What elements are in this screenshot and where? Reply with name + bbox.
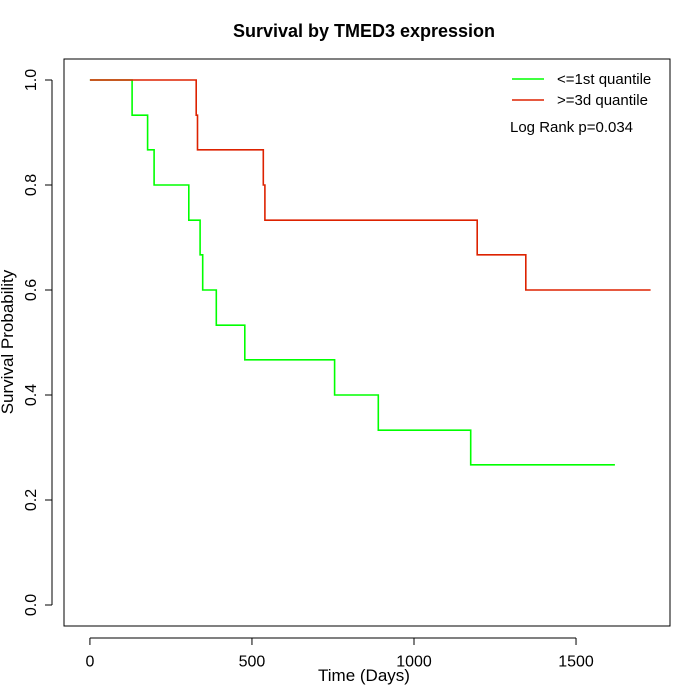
legend-label-low-quantile: <=1st quantile (557, 71, 651, 88)
x-tick-label: 1500 (558, 653, 594, 670)
y-axis-label: Survival Probability (0, 269, 17, 414)
y-tick-label: 0.2 (23, 489, 40, 511)
km-curve-series-1 (89, 79, 651, 291)
y-axis: 0.0 0.2 0.4 0.6 0.8 1.0 (23, 69, 53, 616)
legend-label-high-quantile: >=3d quantile (557, 92, 648, 109)
x-axis-label: Time (Days) (318, 666, 410, 685)
km-curve-series-0 (89, 79, 615, 466)
y-tick-label: 0.4 (23, 384, 40, 406)
x-tick-label: 500 (239, 653, 266, 670)
y-tick-label: 0.8 (23, 174, 40, 196)
y-tick-label: 0.6 (23, 279, 40, 301)
y-tick-label: 1.0 (23, 69, 40, 91)
x-tick-label: 1000 (396, 653, 432, 670)
legend: <=1st quantile >=3d quantile (512, 71, 651, 109)
chart-title: Survival by TMED3 expression (233, 21, 495, 41)
plot-area-frame (63, 58, 671, 627)
y-tick-label: 0.0 (23, 594, 40, 616)
x-axis: 0 500 1000 1500 (85, 637, 594, 670)
x-tick-label: 0 (85, 653, 94, 670)
log-rank-annotation: Log Rank p=0.034 (510, 119, 633, 136)
series-layer (89, 79, 651, 466)
